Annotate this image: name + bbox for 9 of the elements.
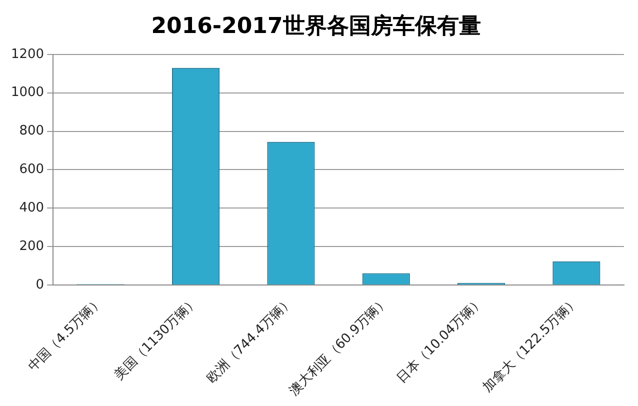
y-tick-label: 0 [36,277,44,292]
y-tick-label: 200 [19,238,44,254]
y-tick-label: 1000 [10,85,44,100]
y-tick-label: 400 [19,200,44,216]
y-tick-label: 600 [19,162,44,178]
x-tick-label: 中国（4.5万辆） [25,294,106,374]
y-tick-label: 1200 [10,46,44,62]
y-tick-label: 800 [19,124,44,139]
chart-title: 2016-2017世界各国房车保有量 [151,12,481,39]
